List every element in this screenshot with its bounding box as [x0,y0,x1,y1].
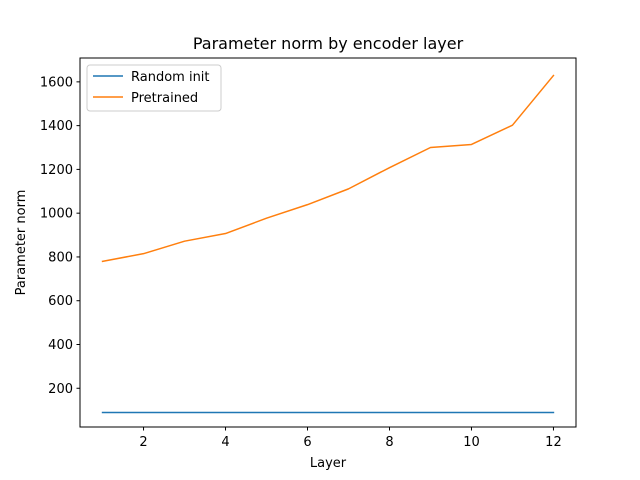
y-tick-label: 600 [48,294,73,309]
y-tick-label: 200 [48,382,73,397]
y-tick-label: 1600 [40,75,73,90]
series-line-pretrained [101,74,555,263]
legend: Random init Pretrained [86,64,222,112]
y-tick-label: 1400 [40,119,73,134]
y-tick-label: 1200 [40,163,73,178]
x-tick-label: 4 [221,435,229,450]
legend-label-pretrained: Pretrained [131,91,198,106]
y-axis-ticks: 200 400 600 800 1000 1200 1400 1600 [40,75,80,397]
y-tick-label: 1000 [40,207,73,222]
x-axis-title: Layer [310,456,347,471]
x-axis-ticks: 2 4 6 8 10 12 [139,427,562,450]
y-axis-title: Parameter norm [14,190,29,296]
plot-frame [79,57,577,428]
y-tick-label: 800 [48,250,73,265]
legend-label-random-init: Random init [131,70,210,85]
series-lines [101,74,555,414]
x-tick-label: 12 [545,435,562,450]
chart-title: Parameter norm by encoder layer [193,34,464,53]
x-tick-label: 8 [385,435,393,450]
y-tick-label: 400 [48,338,73,353]
x-tick-label: 10 [463,435,480,450]
x-tick-label: 2 [139,435,147,450]
x-tick-label: 6 [303,435,311,450]
